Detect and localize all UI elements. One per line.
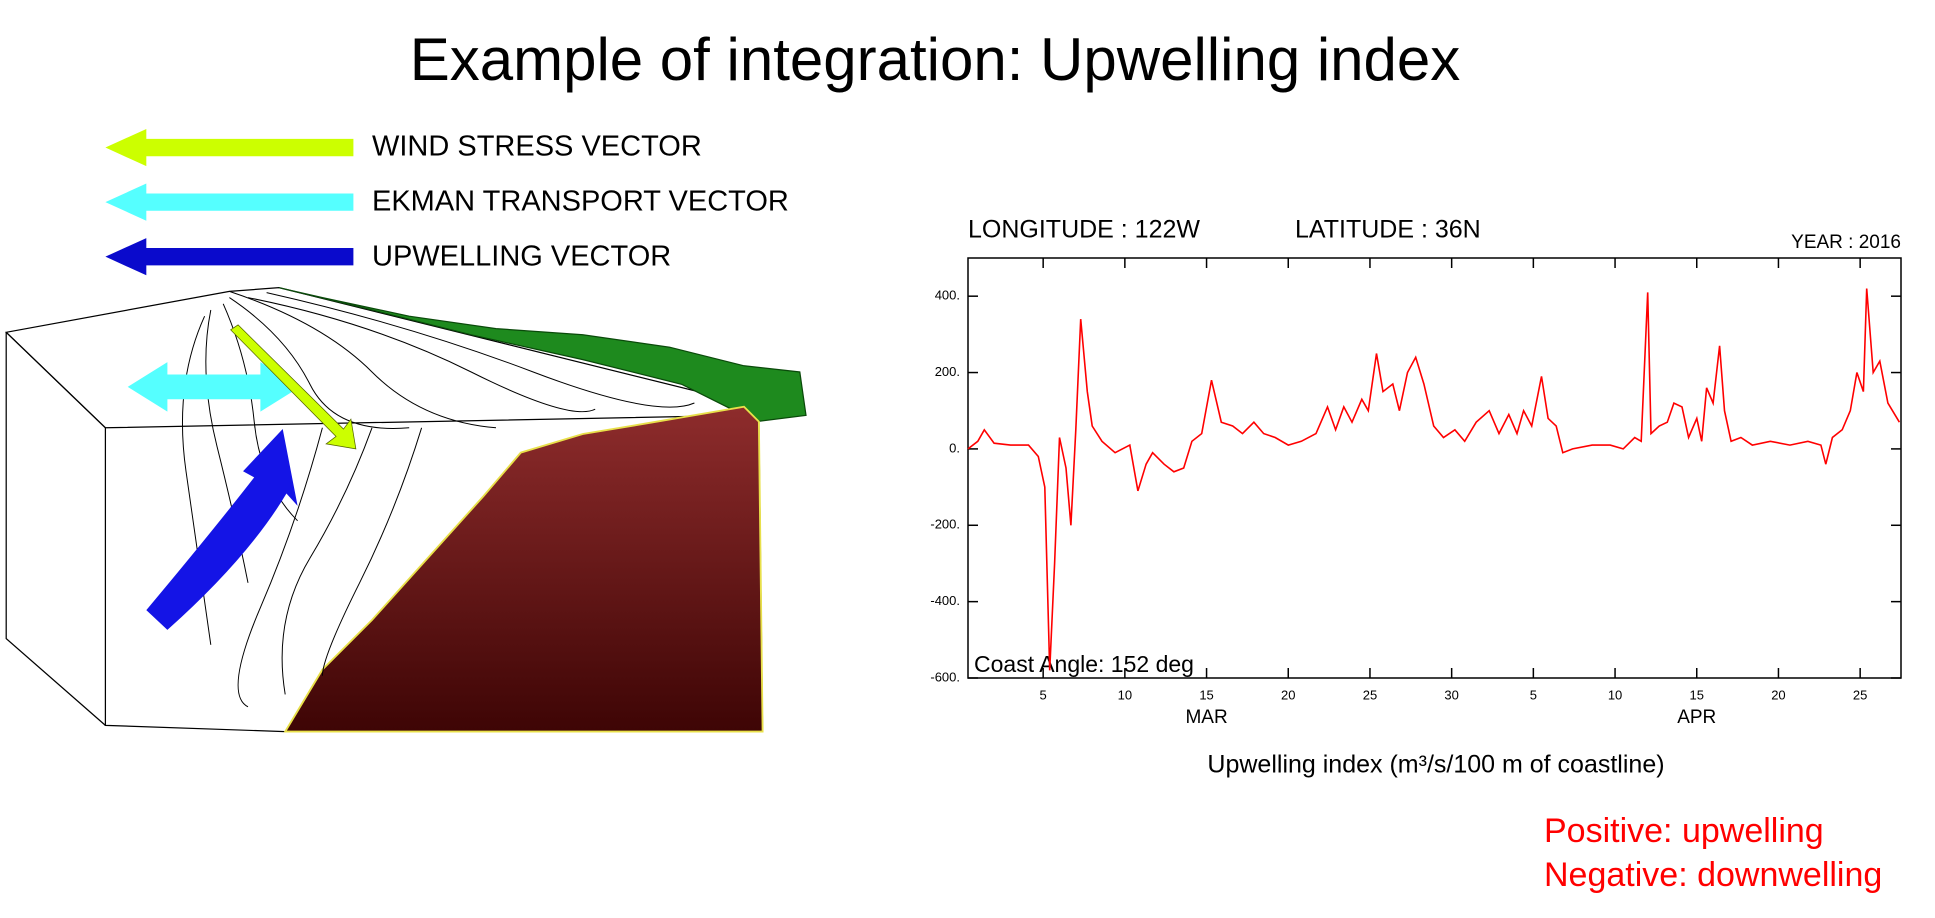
x-axis-label: Upwelling index (m³/s/100 m of coastline… (1207, 751, 1664, 779)
x-tick-label: 5 (1530, 687, 1537, 702)
x-tick-label: 5 (1040, 687, 1047, 702)
cliff (283, 405, 764, 733)
upwelling-arrow (105, 238, 354, 276)
x-tick-label: 15 (1690, 687, 1704, 702)
wind-arrow (105, 128, 354, 167)
ekman-arrow (105, 183, 354, 221)
annotation: YEAR : 2016 (1791, 232, 1901, 253)
slide-title: Example of integration: Upwelling index (410, 26, 1461, 93)
y-tick-label: -400. (930, 593, 960, 608)
block-edges (5, 331, 745, 726)
x-tick-label: 10 (1118, 687, 1132, 702)
land (278, 287, 807, 423)
legend-label: EKMAN TRANSPORT VECTOR (372, 186, 789, 218)
y-tick-label: -200. (930, 517, 960, 532)
upwelling-diagram-arrow (146, 429, 298, 630)
x-tick-label: 10 (1608, 687, 1622, 702)
legend-label: WIND STRESS VECTOR (372, 131, 702, 163)
x-tick-label: 30 (1444, 687, 1458, 702)
ekman-diagram-arrow (127, 362, 301, 412)
annotation: LONGITUDE : 122W (968, 216, 1200, 244)
annotation: LATITUDE : 36N (1295, 216, 1481, 244)
y-tick-label: -600. (930, 669, 960, 684)
x-tick-label: 20 (1771, 687, 1785, 702)
annotation: Coast Angle: 152 deg (974, 651, 1194, 677)
diagram (4, 128, 807, 733)
data-line (967, 288, 1901, 671)
chart: LONGITUDE : 122W LATITUDE : 36N YEAR : 2… (930, 216, 1902, 779)
wind-diagram-arrow (230, 324, 357, 450)
month-label: MAR (1185, 707, 1227, 728)
y-tick-label: 200. (935, 364, 960, 379)
note: Negative: downwelling (1544, 856, 1882, 894)
month-label: APR (1677, 707, 1716, 728)
note: Positive: upwelling (1544, 812, 1824, 850)
x-tick-label: 25 (1853, 687, 1867, 702)
legend-label: UPWELLING VECTOR (372, 241, 671, 273)
y-tick-label: 400. (935, 288, 960, 303)
x-tick-label: 15 (1199, 687, 1213, 702)
plot-frame (967, 257, 1902, 679)
x-tick-label: 20 (1281, 687, 1295, 702)
x-tick-label: 25 (1363, 687, 1377, 702)
y-tick-label: 0. (949, 440, 960, 455)
